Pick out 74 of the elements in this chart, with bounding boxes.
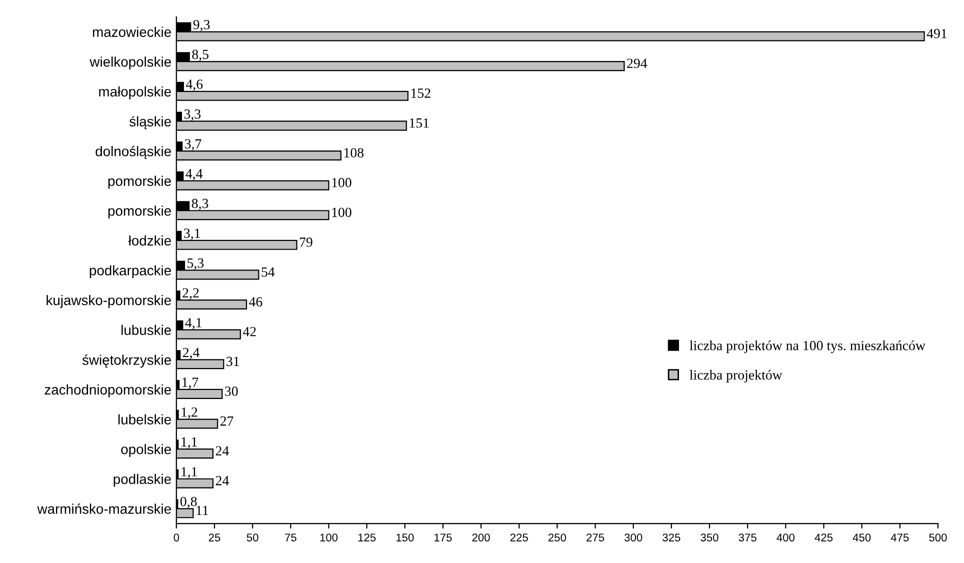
x-tick-label: 0: [174, 534, 180, 542]
data-label: 8,5: [192, 50, 208, 62]
x-tick-label: 75: [285, 534, 296, 542]
y-tick-label: małopolskie: [99, 86, 171, 100]
y-tick-label: mazowieckie: [92, 26, 171, 37]
x-tick-label: 100: [320, 534, 338, 542]
x-tick-label: 300: [624, 534, 642, 542]
data-label: 1,1: [182, 467, 197, 478]
data-label: 27: [220, 416, 234, 426]
data-label: 152: [411, 88, 430, 98]
x-tick-label: 50: [246, 534, 258, 542]
data-label: 2,4: [182, 348, 200, 360]
x-tick-label: 450: [852, 534, 871, 542]
data-label: 9,3: [193, 20, 210, 32]
y-tick-label: łodzkie: [128, 235, 171, 246]
y-tick-label: dolnośląskie: [96, 146, 171, 160]
data-label: 1,7: [182, 378, 198, 389]
data-label: 8,3: [192, 198, 208, 210]
y-tick-label: zachodniopomorskie: [44, 384, 171, 398]
data-label: 3,7: [184, 139, 202, 151]
y-tick-label: pomorskie: [108, 176, 171, 189]
data-label: 294: [627, 58, 648, 68]
y-tick-label: świętokrzyskie: [82, 354, 171, 368]
x-tick-label: 500: [929, 534, 947, 542]
data-label: 3,3: [184, 109, 201, 121]
data-label: 4,1: [185, 318, 202, 330]
x-tick-label: 375: [738, 534, 756, 542]
data-label: 100: [332, 178, 352, 188]
data-label: 24: [216, 476, 229, 486]
y-tick-label: wielkopolskie: [90, 56, 171, 70]
x-tick-label: 150: [396, 534, 414, 542]
data-label: 31: [226, 356, 239, 366]
y-tick-label: lubelskie: [118, 414, 171, 424]
x-tick-label: 275: [586, 534, 604, 542]
x-tick-label: 400: [776, 534, 794, 542]
data-label: 3,1: [184, 228, 200, 240]
data-label: 30: [225, 386, 238, 396]
y-tick-label: lubuskie: [122, 324, 171, 336]
data-label: 2,2: [182, 288, 199, 300]
x-tick-label: 225: [510, 534, 528, 542]
data-label: 24: [216, 446, 229, 456]
x-tick-label: 325: [662, 534, 680, 542]
data-label: 4,6: [186, 80, 203, 91]
data-label: 5,3: [188, 258, 204, 270]
y-tick-label: pomorskie: [108, 206, 171, 219]
x-tick-label: 350: [700, 534, 718, 542]
y-tick-label: kujawsko-pomorskie: [46, 295, 171, 308]
x-tick-label: 250: [548, 534, 566, 542]
data-label: 79: [300, 238, 312, 247]
x-tick-label: 425: [814, 534, 833, 542]
x-tick-label: 175: [434, 534, 452, 542]
data-label: 1,2: [182, 407, 198, 419]
data-label: 1,1: [182, 437, 197, 449]
data-label: 54: [262, 267, 275, 277]
data-label: 11: [196, 506, 208, 516]
data-label: 46: [249, 297, 262, 307]
data-label: 42: [242, 326, 256, 336]
data-label: 491: [926, 28, 947, 38]
y-tick-label: śląskie: [129, 116, 171, 130]
data-label: 108: [344, 148, 364, 158]
y-tick-label: podkarpackie: [90, 265, 171, 278]
x-tick-label: 475: [890, 534, 909, 542]
data-label: 151: [410, 118, 429, 128]
data-label: 4,4: [186, 169, 203, 180]
y-tick-label: opolskie: [121, 444, 171, 457]
x-tick-label: 125: [358, 534, 376, 542]
x-tick-label: 200: [472, 534, 490, 542]
y-tick-label: warmińsko-mazurskie: [37, 503, 171, 514]
data-label: 100: [332, 208, 352, 218]
y-tick-label: podlaskie: [114, 474, 171, 487]
legend-label: liczba projektów: [690, 370, 782, 382]
legend-label: liczba projektów na 100 tys. mieszkańców: [690, 340, 926, 354]
x-tick-label: 25: [208, 534, 220, 542]
data-label: 0,8: [180, 496, 197, 508]
